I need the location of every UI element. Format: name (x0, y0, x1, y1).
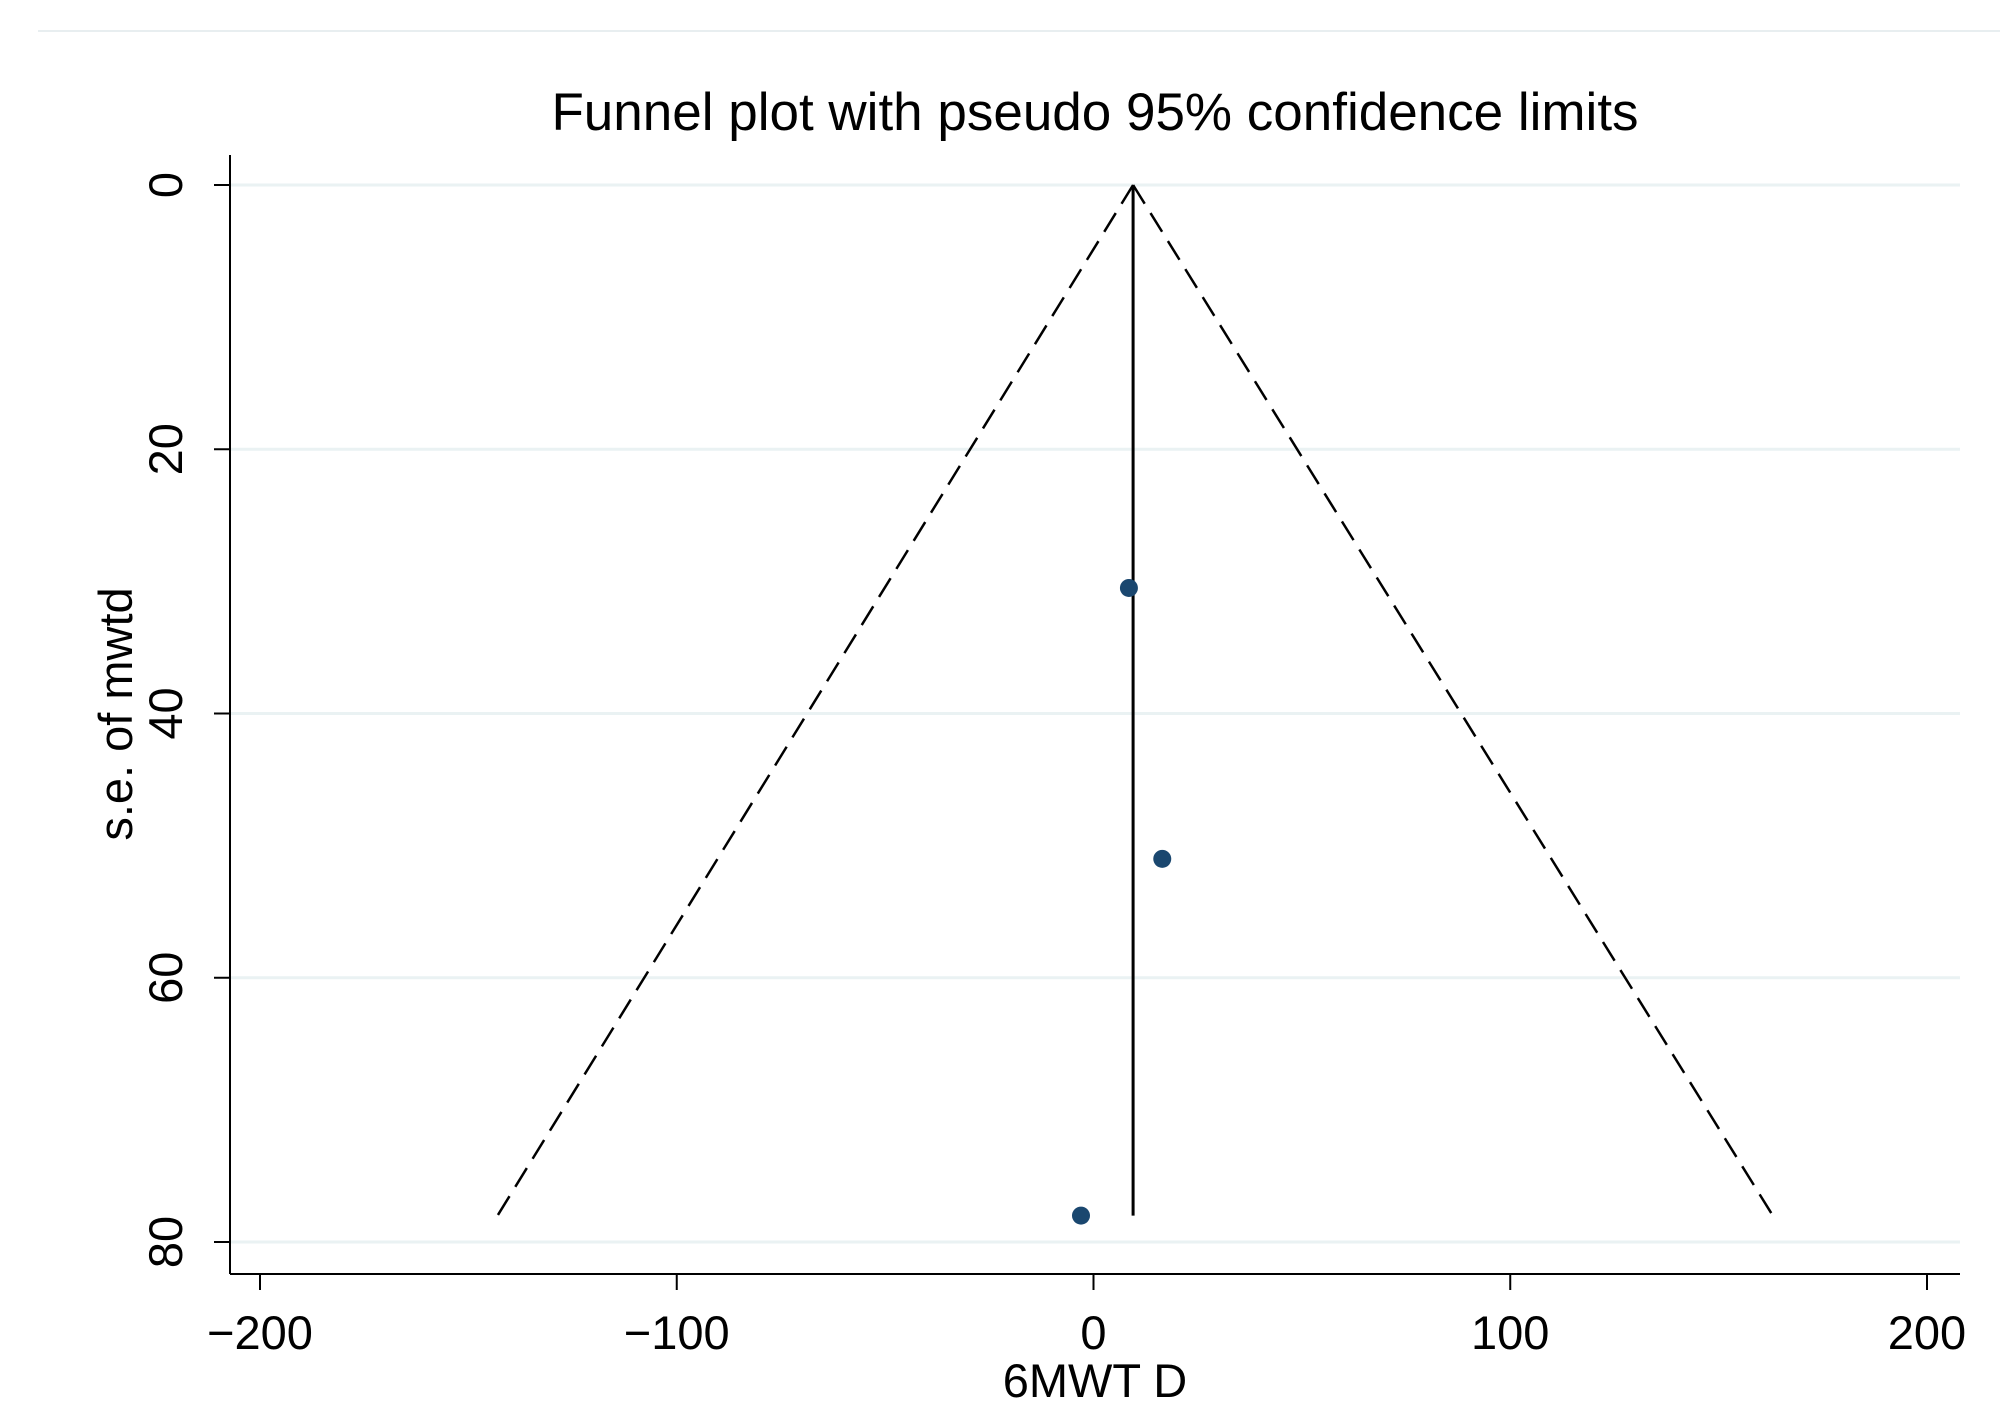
x-tick-label-0: −200 (207, 1306, 313, 1359)
chart-title: Funnel plot with pseudo 95% confidence l… (551, 83, 1638, 142)
y-axis-label: s.e. of mwtd (89, 587, 142, 840)
data-point-0 (1119, 578, 1138, 597)
x-axis-label: 6MWT D (1003, 1354, 1188, 1407)
x-tick-label-1: −100 (624, 1306, 730, 1359)
y-tick-label-1: 20 (139, 423, 192, 475)
data-point-1 (1153, 849, 1172, 868)
x-tick-label-3: 100 (1471, 1306, 1549, 1359)
x-tick-label-2: 0 (1080, 1306, 1106, 1359)
confidence-limits (496, 184, 1774, 1217)
upper-confidence-limit-line (1132, 184, 1774, 1217)
ticks: −200 −100 0 100 200 0 20 40 60 80 (139, 172, 1966, 1359)
y-tick-label-3: 60 (139, 952, 192, 1004)
gridlines (230, 183, 1960, 1244)
y-tick-label-4: 80 (139, 1216, 192, 1268)
y-tick-label-0: 0 (139, 172, 192, 198)
y-tick-label-2: 40 (139, 687, 192, 739)
data-point-2 (1071, 1206, 1090, 1225)
lower-confidence-limit-line (496, 184, 1135, 1217)
study-points (1071, 578, 1172, 1225)
x-tick-label-4: 200 (1888, 1306, 1966, 1359)
